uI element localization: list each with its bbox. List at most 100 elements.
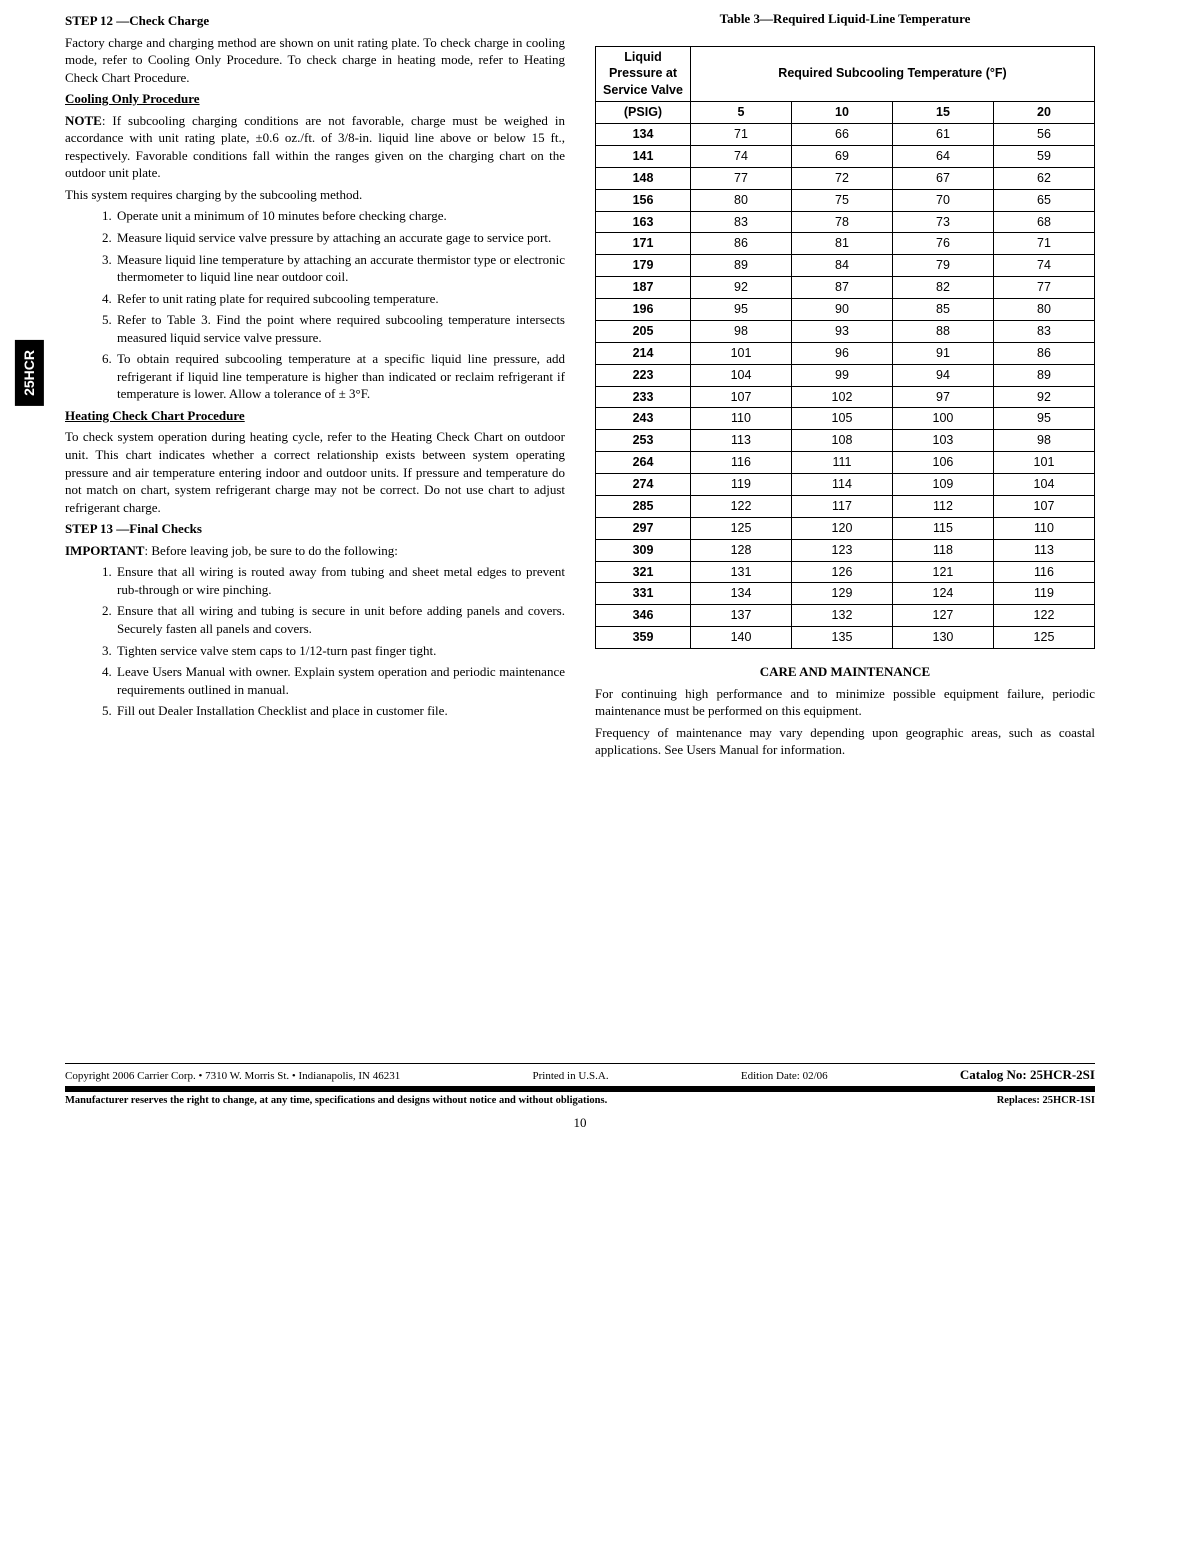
table-cell: 113: [691, 430, 792, 452]
table-cell: 118: [892, 539, 993, 561]
table-row: 285122117112107: [596, 495, 1095, 517]
th-psig: (PSIG): [596, 102, 691, 124]
table-cell: 89: [691, 255, 792, 277]
table-row: 25311310810398: [596, 430, 1095, 452]
table-cell: 125: [691, 517, 792, 539]
table-row: 20598938883: [596, 320, 1095, 342]
table-cell: 114: [791, 474, 892, 496]
list-item: Operate unit a minimum of 10 minutes bef…: [115, 207, 565, 225]
table-cell: 89: [993, 364, 1094, 386]
table-row: 274119114109104: [596, 474, 1095, 496]
footer-catalog: Catalog No: 25HCR-2SI: [960, 1066, 1095, 1084]
table-cell: 93: [791, 320, 892, 342]
table-cell: 129: [791, 583, 892, 605]
table-row: 17186817671: [596, 233, 1095, 255]
table-row: 346137132127122: [596, 605, 1095, 627]
table-row: 264116111106101: [596, 452, 1095, 474]
step12-body: Factory charge and charging method are s…: [65, 34, 565, 87]
table-cell: 119: [691, 474, 792, 496]
table-cell: 91: [892, 342, 993, 364]
table-cell: 95: [691, 299, 792, 321]
th-subcool-col: 10: [791, 102, 892, 124]
table-cell: 274: [596, 474, 691, 496]
table-cell: 90: [791, 299, 892, 321]
table-cell: 101: [993, 452, 1094, 474]
table-row: 309128123118113: [596, 539, 1095, 561]
table-cell: 71: [993, 233, 1094, 255]
important-line: IMPORTANT: Before leaving job, be sure t…: [65, 542, 565, 560]
cooling-heading: Cooling Only Procedure: [65, 90, 565, 108]
table-cell: 297: [596, 517, 691, 539]
cooling-note: NOTE: If subcooling charging conditions …: [65, 112, 565, 182]
table-cell: 94: [892, 364, 993, 386]
footer-copyright: Copyright 2006 Carrier Corp. • 7310 W. M…: [65, 1069, 400, 1084]
list-item: Fill out Dealer Installation Checklist a…: [115, 702, 565, 720]
table-cell: 134: [691, 583, 792, 605]
list-item: Leave Users Manual with owner. Explain s…: [115, 663, 565, 698]
table-cell: 156: [596, 189, 691, 211]
table-cell: 132: [791, 605, 892, 627]
table-cell: 223: [596, 364, 691, 386]
step12-heading: STEP 12 —Check Charge: [65, 12, 565, 30]
care-p1: For continuing high performance and to m…: [595, 685, 1095, 720]
table-cell: 108: [791, 430, 892, 452]
table-cell: 104: [993, 474, 1094, 496]
footer-replaces: Replaces: 25HCR-1SI: [997, 1094, 1095, 1108]
table-cell: 126: [791, 561, 892, 583]
table-cell: 122: [691, 495, 792, 517]
final-steps-list: Ensure that all wiring is routed away fr…: [65, 563, 565, 719]
table-cell: 100: [892, 408, 993, 430]
page-footer: Copyright 2006 Carrier Corp. • 7310 W. M…: [0, 1063, 1185, 1132]
care-heading: CARE AND MAINTENANCE: [595, 663, 1095, 681]
table-cell: 105: [791, 408, 892, 430]
table-cell: 243: [596, 408, 691, 430]
list-item: Measure liquid service valve pressure by…: [115, 229, 565, 247]
table-cell: 76: [892, 233, 993, 255]
table-cell: 111: [791, 452, 892, 474]
note-body: : If subcooling charging conditions are …: [65, 113, 565, 181]
table-cell: 110: [691, 408, 792, 430]
table-row: 19695908580: [596, 299, 1095, 321]
table-cell: 86: [993, 342, 1094, 364]
table-cell: 65: [993, 189, 1094, 211]
table-cell: 98: [691, 320, 792, 342]
table-cell: 107: [993, 495, 1094, 517]
table-cell: 123: [791, 539, 892, 561]
table-cell: 84: [791, 255, 892, 277]
table-cell: 163: [596, 211, 691, 233]
th-subcool-col: 20: [993, 102, 1094, 124]
table-cell: 69: [791, 145, 892, 167]
table-cell: 264: [596, 452, 691, 474]
table-cell: 285: [596, 495, 691, 517]
table-cell: 75: [791, 189, 892, 211]
table-cell: 113: [993, 539, 1094, 561]
table-cell: 71: [691, 124, 792, 146]
footer-edition: Edition Date: 02/06: [741, 1069, 828, 1084]
subcool-intro: This system requires charging by the sub…: [65, 186, 565, 204]
footer-disclaimer: Manufacturer reserves the right to chang…: [65, 1094, 607, 1108]
list-item: Refer to unit rating plate for required …: [115, 290, 565, 308]
page-number: 10: [65, 1114, 1095, 1132]
table-row: 321131126121116: [596, 561, 1095, 583]
list-item: Refer to Table 3. Find the point where r…: [115, 311, 565, 346]
table-cell: 56: [993, 124, 1094, 146]
list-item: Measure liquid line temperature by attac…: [115, 251, 565, 286]
heating-body: To check system operation during heating…: [65, 428, 565, 516]
table-cell: 83: [993, 320, 1094, 342]
table-cell: 85: [892, 299, 993, 321]
table-cell: 148: [596, 167, 691, 189]
subcooling-table: Liquid Pressure at Service Valve Require…: [595, 46, 1095, 650]
table-cell: 98: [993, 430, 1094, 452]
th-subcool-col: 15: [892, 102, 993, 124]
table-cell: 86: [691, 233, 792, 255]
table-cell: 107: [691, 386, 792, 408]
note-lead: NOTE: [65, 113, 102, 128]
footer-printed: Printed in U.S.A.: [533, 1069, 609, 1084]
table-cell: 88: [892, 320, 993, 342]
table-cell: 61: [892, 124, 993, 146]
table-cell: 253: [596, 430, 691, 452]
table-cell: 233: [596, 386, 691, 408]
table-cell: 81: [791, 233, 892, 255]
table-cell: 80: [993, 299, 1094, 321]
table-cell: 95: [993, 408, 1094, 430]
